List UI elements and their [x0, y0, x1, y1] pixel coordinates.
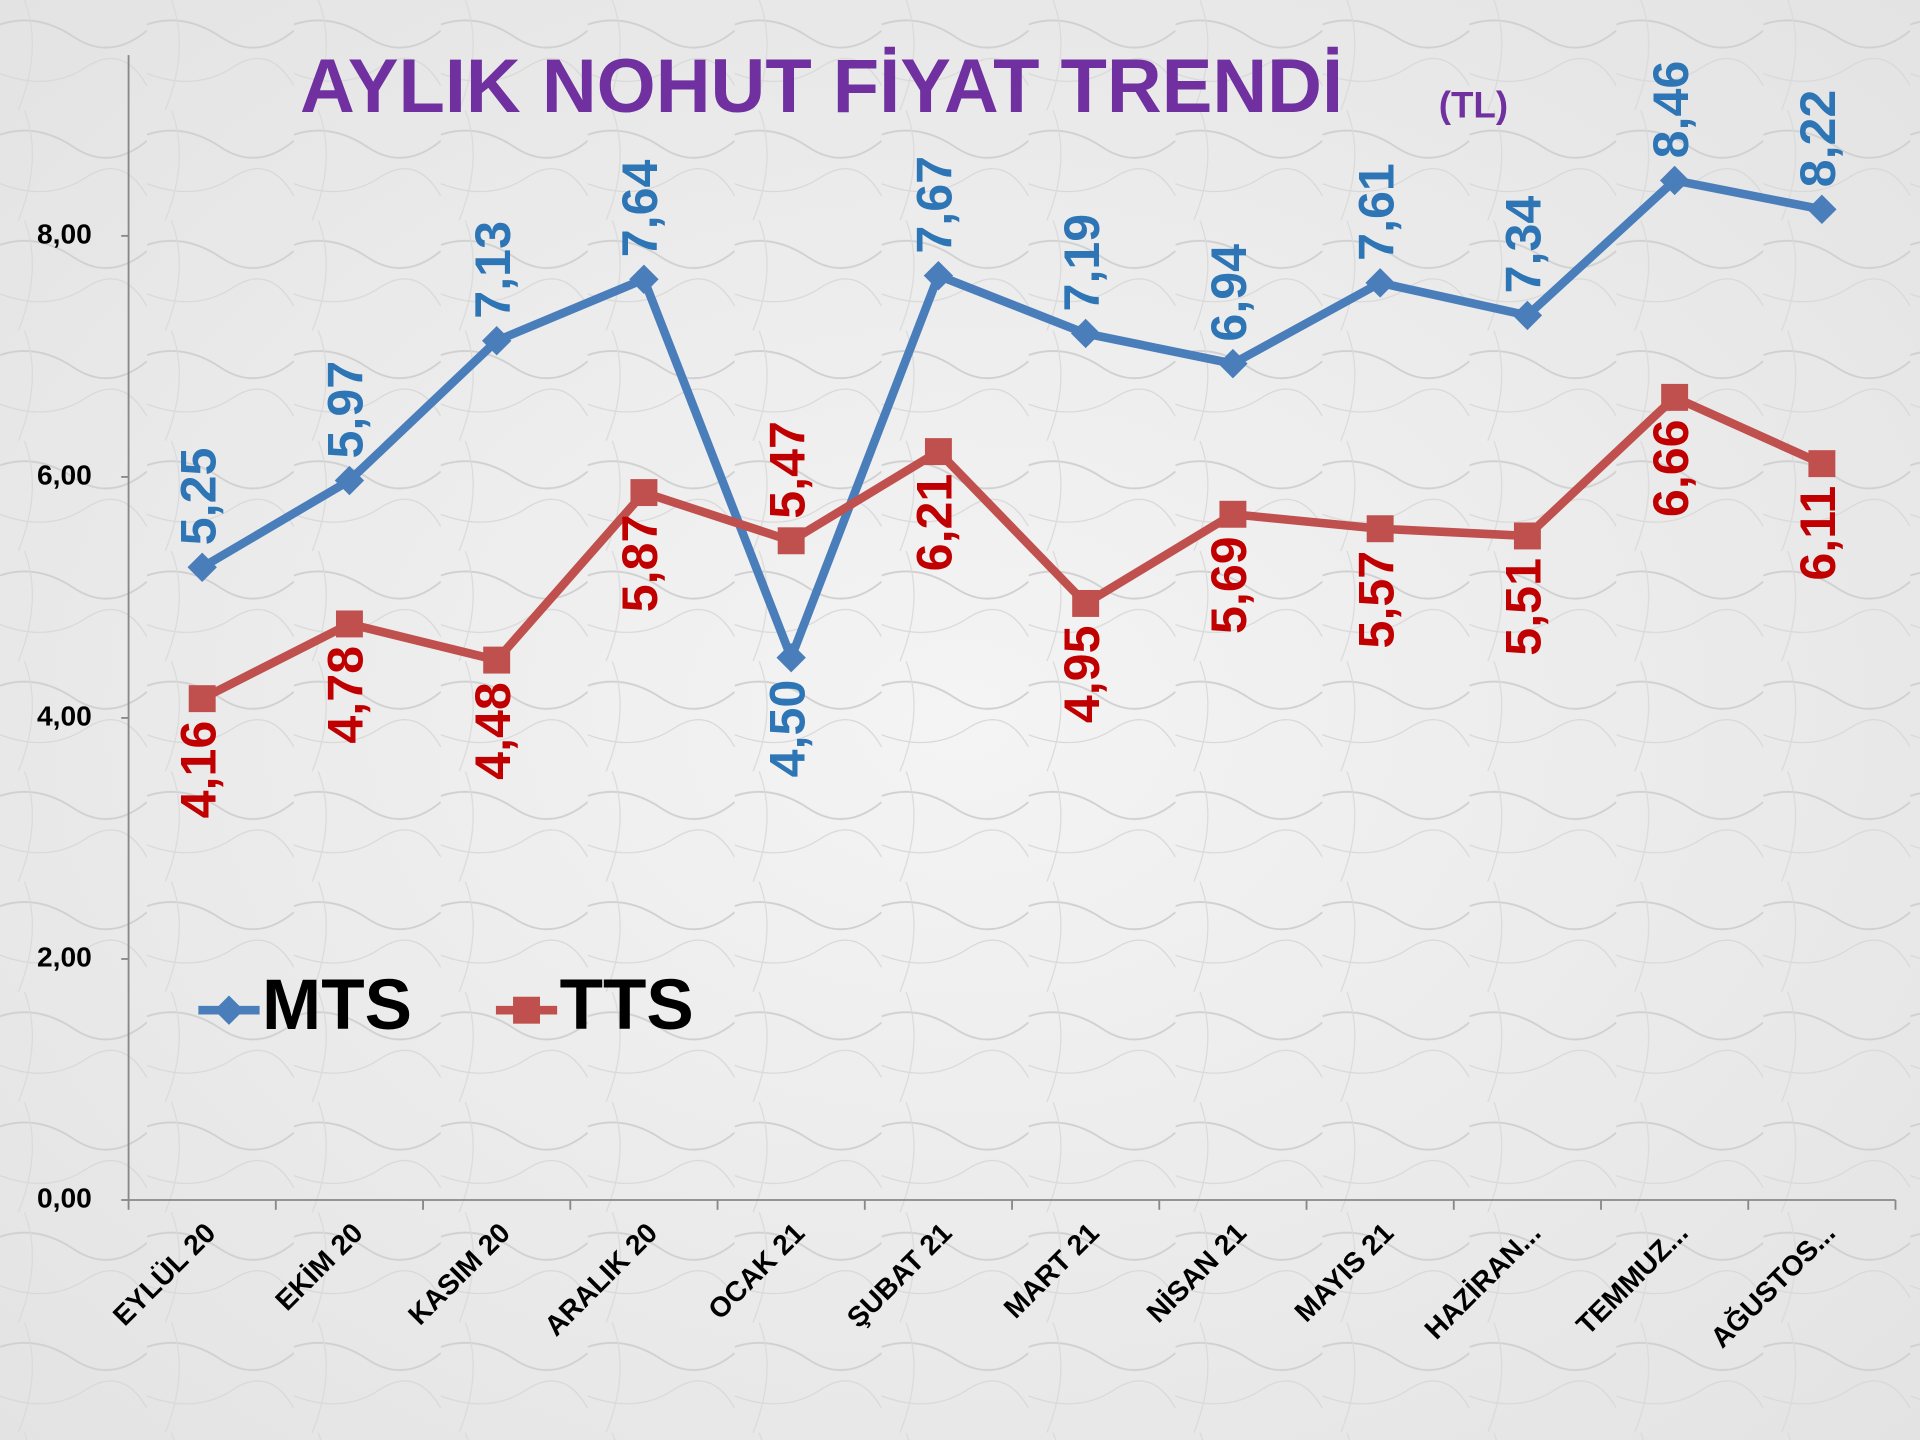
data-label: 4,48	[465, 682, 521, 780]
data-point	[1661, 383, 1689, 411]
data-label: 7,64	[612, 159, 668, 257]
y-tick-label: 2,00	[37, 941, 92, 972]
data-label: 4,78	[318, 646, 374, 744]
data-point	[777, 527, 805, 555]
data-label: 5,51	[1496, 558, 1552, 656]
data-label: 4,16	[170, 721, 226, 819]
data-point	[629, 264, 659, 294]
y-tick-label: 8,00	[37, 218, 92, 249]
data-point	[1659, 165, 1690, 196]
data-point	[1219, 500, 1247, 528]
data-label: 6,21	[907, 474, 963, 572]
chart-title: AYLIK NOHUT FİYAT TRENDİ	[300, 44, 1343, 129]
data-label: 5,47	[759, 421, 815, 519]
chart-title-unit: (TL)	[1439, 84, 1508, 125]
data-label: 5,87	[612, 515, 668, 613]
data-label: 7,34	[1496, 196, 1552, 294]
data-label: 5,57	[1348, 551, 1404, 649]
data-label: 5,25	[170, 448, 226, 546]
data-point	[334, 465, 365, 496]
legend-marker	[513, 996, 540, 1024]
data-point	[187, 552, 217, 582]
data-point	[188, 685, 216, 713]
data-label: 8,46	[1643, 61, 1699, 159]
data-point	[335, 610, 363, 638]
data-point	[924, 438, 952, 466]
data-point	[1807, 194, 1837, 225]
data-label: 6,66	[1643, 419, 1699, 517]
data-label: 5,69	[1201, 536, 1257, 634]
y-tick-label: 4,00	[37, 700, 92, 731]
y-tick-label: 0,00	[37, 1182, 92, 1213]
series-line	[200, 393, 1824, 703]
data-label: 4,95	[1054, 625, 1110, 723]
data-label: 7,13	[465, 221, 521, 319]
series-line	[200, 176, 1823, 662]
data-point	[1072, 589, 1100, 617]
data-label: 6,11	[1790, 486, 1846, 581]
legend-label: MTS	[262, 966, 412, 1045]
data-label: 6,94	[1201, 244, 1257, 342]
data-label: 4,50	[759, 680, 815, 778]
data-point	[483, 646, 511, 674]
data-label: 7,67	[907, 156, 963, 254]
data-point	[1366, 515, 1394, 543]
data-label: 5,97	[318, 361, 374, 459]
data-label: 8,22	[1790, 90, 1846, 188]
data-point	[1808, 450, 1836, 478]
data-point	[630, 479, 658, 507]
data-label: 7,61	[1348, 163, 1404, 261]
legend-label: TTS	[560, 966, 694, 1045]
legend-marker	[214, 995, 244, 1025]
data-label: 7,19	[1054, 214, 1110, 312]
data-point	[1365, 268, 1395, 298]
y-tick-label: 6,00	[37, 459, 92, 490]
data-point	[1513, 522, 1541, 550]
